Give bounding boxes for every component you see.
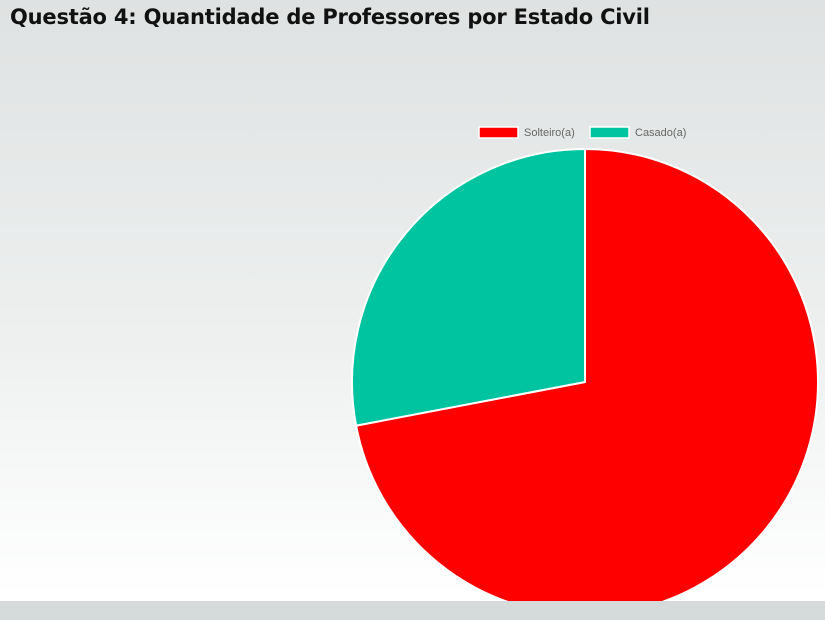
legend-swatch-casado <box>589 126 630 139</box>
pie-slice-casado[interactable] <box>351 147 586 427</box>
legend-label-solteiro: Solteiro(a) <box>524 127 575 139</box>
pie-slice-solteiro[interactable] <box>354 147 819 616</box>
legend-item-solteiro[interactable]: Solteiro(a) <box>478 126 575 139</box>
legend-label-casado: Casado(a) <box>635 127 686 139</box>
page-title: Questão 4: Quantidade de Professores por… <box>10 5 650 29</box>
pie-slices <box>351 147 819 616</box>
bottom-bar <box>0 601 825 620</box>
legend-item-casado[interactable]: Casado(a) <box>589 126 686 139</box>
legend: Solteiro(a) Casado(a) <box>478 126 686 139</box>
legend-swatch-solteiro <box>478 126 519 139</box>
